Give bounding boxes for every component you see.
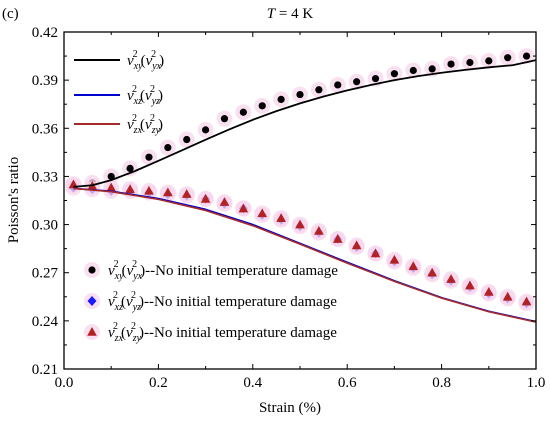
data-point-triangle bbox=[348, 237, 365, 254]
data-point-triangle bbox=[310, 222, 327, 239]
y-tick-label: 0.33 bbox=[32, 169, 58, 185]
data-point-triangle bbox=[386, 251, 403, 268]
data-point-circle bbox=[273, 91, 290, 108]
data-point-circle bbox=[159, 139, 176, 156]
data-point-circle bbox=[235, 104, 252, 121]
legend-line-label-2: νxz2 (νyz2) bbox=[127, 84, 163, 107]
legend-diamond-marker bbox=[84, 293, 100, 309]
line-nu-xy bbox=[73, 59, 537, 188]
data-point-triangle bbox=[499, 288, 516, 305]
data-point-circle bbox=[254, 97, 271, 114]
y-axis-title: Poisson's ratio bbox=[6, 157, 22, 243]
legend-marker-swatch-1 bbox=[84, 262, 100, 278]
x-axis-title: Strain (%) bbox=[259, 400, 321, 416]
data-point-triangle bbox=[518, 293, 535, 310]
data-point-triangle bbox=[405, 258, 422, 275]
y-tick-label: 0.39 bbox=[32, 73, 58, 89]
y-tick-label: 0.36 bbox=[32, 121, 59, 137]
tick-layer: 0.0 0.2 0.4 0.6 0.8 1.0 0.21 0.24 0.27 0.30 0.33 0.… bbox=[32, 25, 546, 391]
data-point-triangle bbox=[424, 264, 441, 281]
data-point-circle bbox=[348, 73, 365, 90]
legend-marker-swatch-3 bbox=[84, 324, 100, 340]
data-point-triangle bbox=[273, 210, 290, 227]
legend-markers: νxy2 (νyx2)--No initial temperature damag… bbox=[84, 259, 338, 344]
legend-marker-label-3: νzx2 (νzy2)--No initial temperature damag… bbox=[108, 321, 337, 344]
data-point-circle bbox=[140, 149, 157, 166]
x-tick-label: 0.4 bbox=[243, 375, 262, 391]
data-point-triangle bbox=[292, 216, 308, 233]
data-point-triangle bbox=[480, 283, 497, 300]
data-point-circle bbox=[443, 56, 460, 73]
legend-marker-label-2: νxz2 (νyz2)--No initial temperature damag… bbox=[108, 290, 337, 313]
legend-marker-swatch-2 bbox=[84, 293, 100, 309]
data-point-triangle bbox=[367, 245, 384, 262]
line-nu-zx bbox=[73, 187, 537, 323]
data-point-triangle bbox=[140, 182, 157, 199]
data-point-triangle bbox=[197, 190, 214, 207]
data-point-triangle bbox=[235, 200, 252, 217]
x-tick-label: 0.6 bbox=[338, 375, 357, 391]
x-tick-label: 0.0 bbox=[55, 375, 74, 391]
data-point-triangle bbox=[254, 205, 271, 222]
data-point-triangle bbox=[178, 186, 195, 203]
y-tick-label: 0.27 bbox=[32, 266, 59, 282]
data-point-triangle bbox=[461, 277, 478, 294]
y-tick-label: 0.24 bbox=[32, 314, 59, 330]
chart-title-var: T bbox=[267, 6, 277, 22]
data-point-circle bbox=[480, 52, 497, 69]
legend-marker-label-1: νxy2 (νyx2)--No initial temperature damag… bbox=[108, 259, 338, 282]
data-point-circle bbox=[499, 49, 516, 66]
data-point-circle bbox=[292, 86, 308, 103]
x-tick-label: 0.2 bbox=[149, 375, 168, 391]
plot-frame bbox=[63, 31, 537, 370]
line-layer bbox=[73, 59, 537, 323]
data-point-circle bbox=[329, 76, 346, 93]
legend-circle-marker bbox=[84, 262, 100, 278]
data-point-circle bbox=[310, 81, 327, 98]
legend-line-label-3: νzx2 (νzy2) bbox=[127, 113, 163, 136]
data-point-circle bbox=[461, 54, 478, 71]
data-point-triangle bbox=[159, 184, 176, 201]
legend-line-label-1: νxy2 (νyx2) bbox=[127, 49, 164, 72]
data-point-triangle bbox=[65, 176, 82, 193]
chart-title-rest: = 4 K bbox=[275, 6, 313, 22]
y-tick-label: 0.30 bbox=[32, 218, 58, 234]
data-point-circle bbox=[216, 110, 233, 127]
data-point-circle bbox=[386, 65, 403, 82]
data-point-circle bbox=[122, 160, 139, 177]
data-point-circle bbox=[405, 62, 422, 79]
x-tick-label: 0.8 bbox=[432, 375, 451, 391]
y-tick-label: 0.21 bbox=[32, 362, 58, 378]
data-point-circle bbox=[197, 121, 214, 138]
data-point-triangle bbox=[216, 194, 233, 211]
data-point-triangle bbox=[443, 271, 460, 288]
data-point-circle bbox=[178, 131, 195, 148]
x-tick-label: 1.0 bbox=[527, 375, 546, 391]
data-point-triangle bbox=[329, 231, 346, 248]
data-point-circle bbox=[518, 48, 535, 65]
legend-lines: νxy2 (νyx2) νxz2 (νyz2) νzx2 (νzy2) bbox=[74, 49, 164, 136]
panel-label: (c) bbox=[2, 6, 19, 22]
marker-layer bbox=[65, 48, 535, 312]
legend-triangle-marker bbox=[84, 324, 100, 340]
chart-title: T = 4 K bbox=[267, 6, 314, 22]
y-tick-label: 0.42 bbox=[32, 25, 58, 41]
